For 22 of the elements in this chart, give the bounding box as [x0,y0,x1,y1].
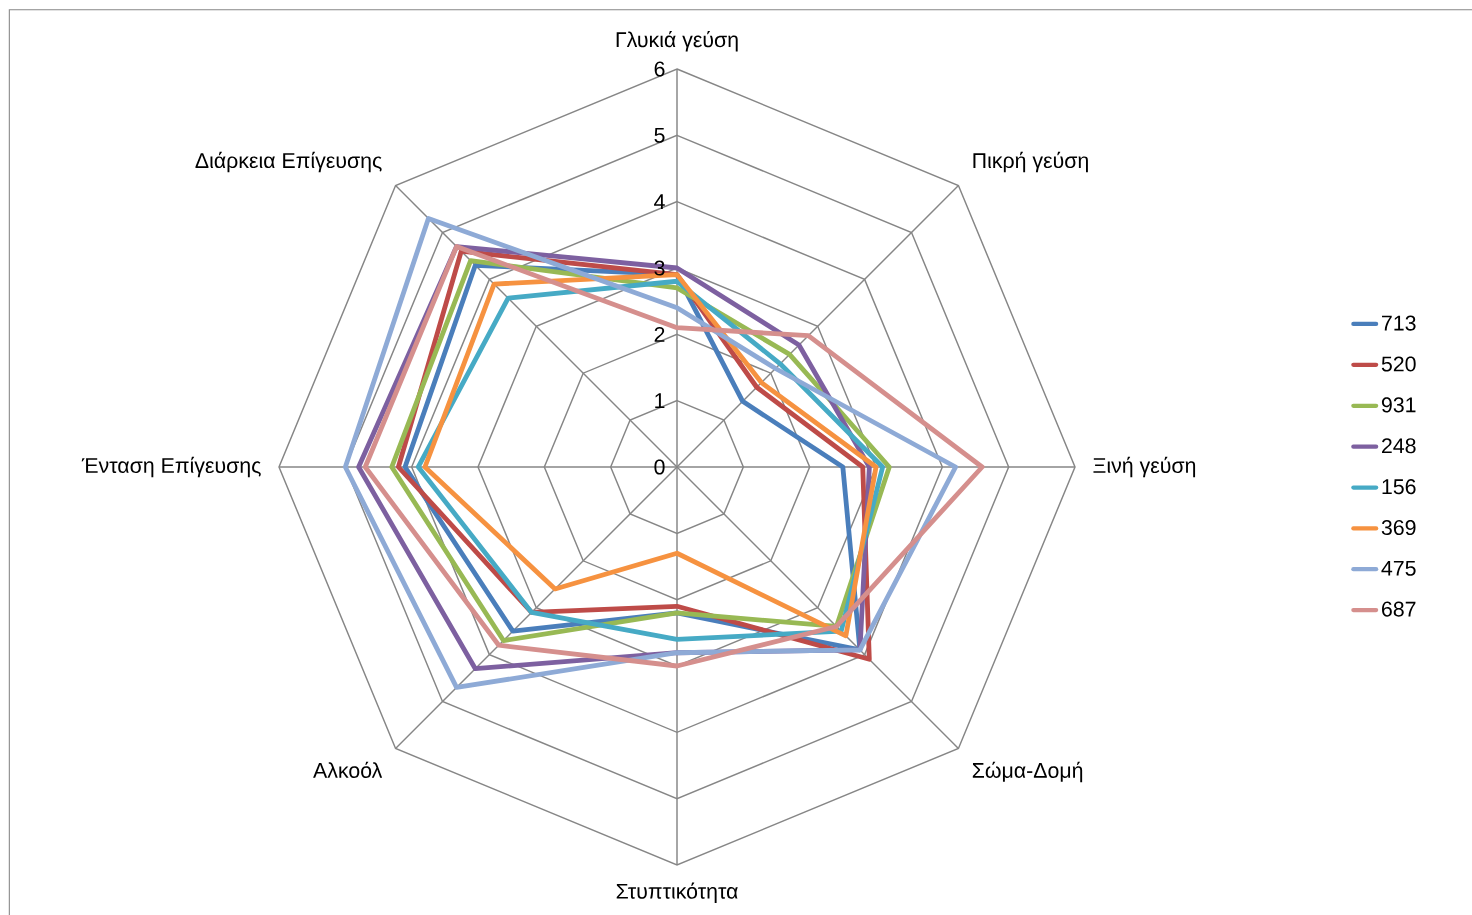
y-tick-label: 4 [654,194,665,209]
y-tick-label: 0 [654,459,665,475]
legend-label: 931 [1381,397,1416,413]
legend-label: 369 [1381,520,1416,536]
y-tick-label: 1 [655,393,665,408]
legend-label: 156 [1382,479,1416,495]
legend-label: 713 [1382,315,1416,331]
spoke-label: Ένταση Επίγευσης [81,456,261,478]
y-tick-label: 6 [654,61,665,77]
legend-label: 687 [1382,601,1416,617]
spoke-label: Σώμα-Δομή [972,761,1083,783]
legend-label: 248 [1382,438,1416,454]
y-tick-label: 5 [654,127,665,143]
spoke-label: Διάρκεια Επίγευσης [195,151,382,173]
spoke-label: Γλυκιά γεύση [616,30,738,52]
spoke-label: Στυπτικότητα [616,882,738,904]
spoke-label: Ξινή γεύση [1093,456,1196,478]
y-tick-label: 2 [654,326,665,342]
spoke-label: Πικρή γεύση [973,151,1088,173]
spoke-label: Αλκοόλ [313,761,383,778]
legend-label: 520 [1381,356,1416,372]
legend-label: 475 [1381,560,1416,576]
